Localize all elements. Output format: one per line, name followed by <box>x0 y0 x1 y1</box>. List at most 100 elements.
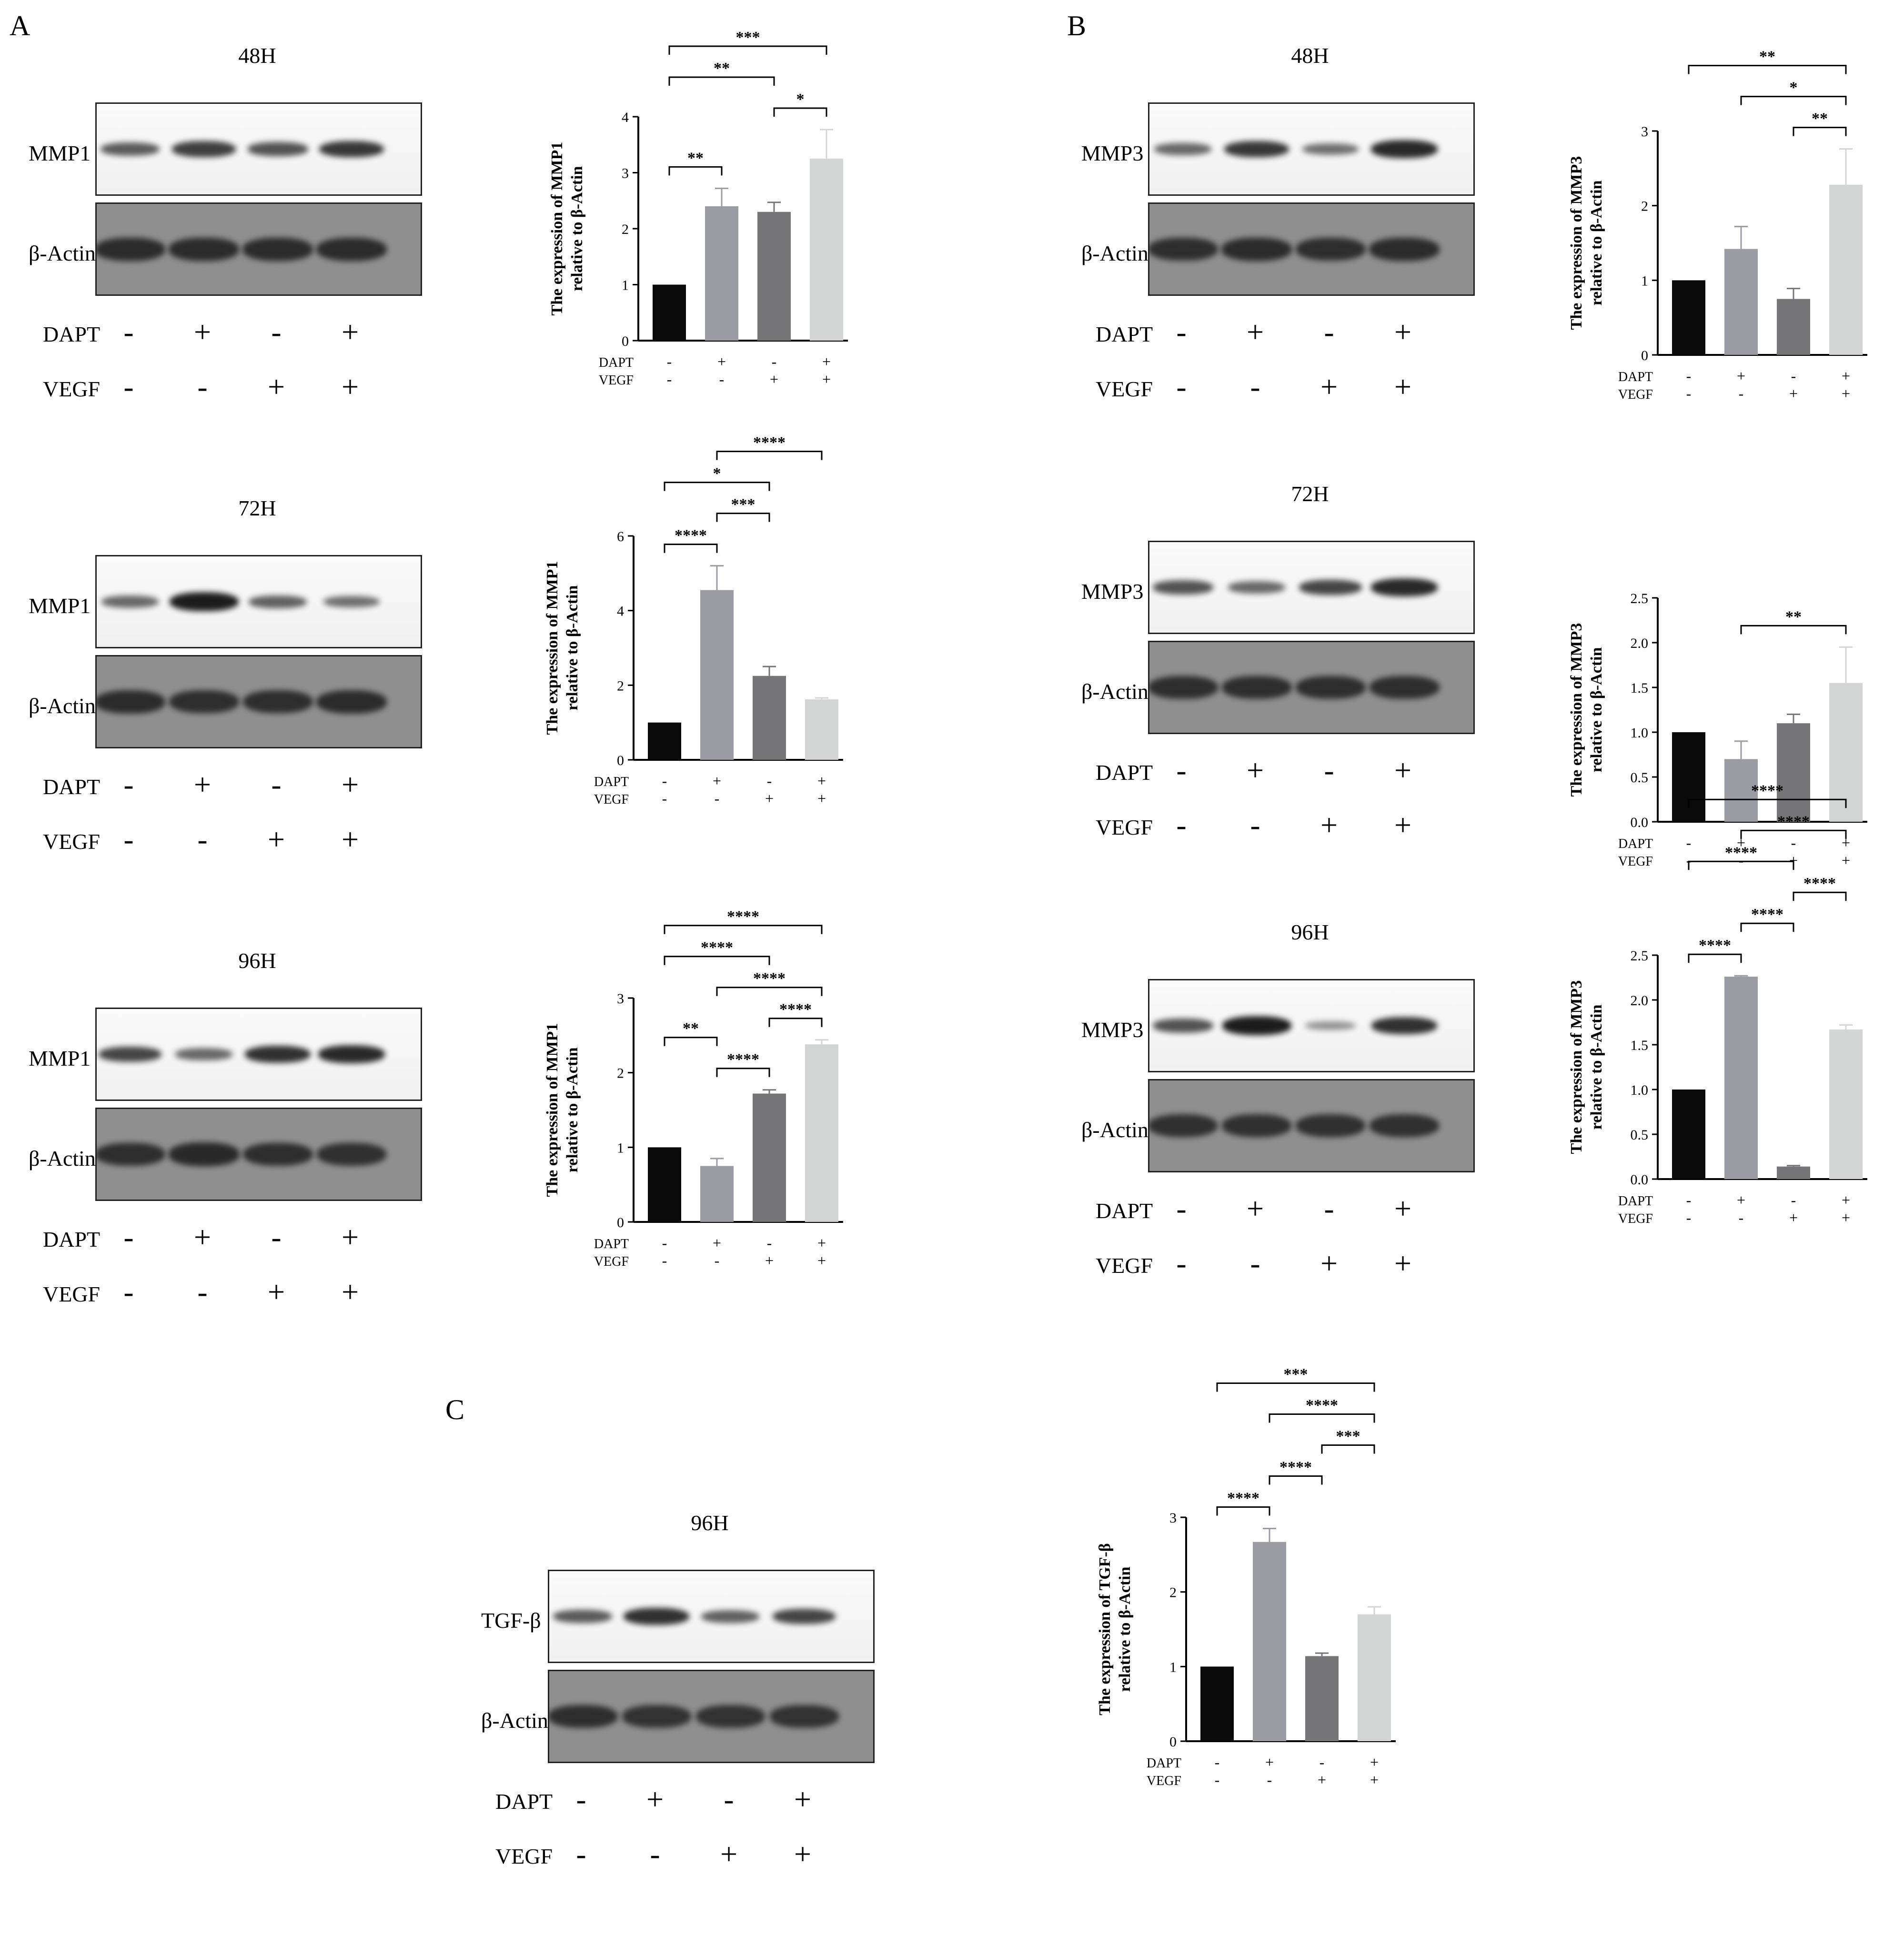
chart-vegf-sign: - <box>1686 852 1692 869</box>
significance-label: * <box>1790 79 1798 97</box>
target-band-box <box>1148 102 1475 196</box>
chart-vegf-sign: + <box>770 371 778 388</box>
chart-vegf-sign: - <box>1686 1209 1692 1226</box>
dapt-sign: + <box>1246 753 1264 787</box>
chart-dapt-label: DAPT <box>594 775 629 789</box>
y-axis-label-line1: The expression of MMP3 <box>1568 156 1585 330</box>
chart-vegf-sign: + <box>1842 1209 1850 1226</box>
chart-vegf-sign: + <box>1318 1771 1326 1788</box>
y-tick-label: 0.0 <box>1631 815 1649 830</box>
y-tick-label: 0 <box>617 753 624 768</box>
significance-label: **** <box>1699 937 1731 954</box>
vegf-sign: - <box>123 822 134 856</box>
y-tick-label: 4 <box>622 110 629 125</box>
chart-dapt-sign: + <box>1737 834 1745 851</box>
blot-time-label: 96H <box>1291 920 1329 944</box>
y-axis-label: The expression of MMP3 relative to β-Acti… <box>1568 980 1605 1154</box>
blot-time-label: 48H <box>238 43 276 68</box>
significance-bracket <box>1216 1382 1375 1392</box>
blot-control-label: β-Actin <box>29 1146 96 1170</box>
dapt-sign: - <box>724 1782 734 1816</box>
y-tick-label: 0.0 <box>1631 1172 1649 1188</box>
actin-band <box>169 237 239 261</box>
actin-band-box <box>1148 202 1475 296</box>
vegf-label: VEGF <box>43 1282 101 1306</box>
y-tick-label: 4 <box>617 604 624 619</box>
dapt-sign: - <box>271 315 282 349</box>
target-band <box>553 1609 613 1624</box>
dapt-label: DAPT <box>1096 760 1153 785</box>
chart-vegf-label: VEGF <box>1618 1211 1653 1226</box>
significance-label: * <box>713 465 721 483</box>
target-band <box>1299 579 1362 595</box>
y-axis-label-line1: The expression of MMP1 <box>544 1023 561 1197</box>
y-tick-label: 1.0 <box>1631 1082 1649 1098</box>
dapt-sign: - <box>1176 315 1187 349</box>
significance-label: **** <box>727 908 759 926</box>
target-band <box>1305 1021 1356 1030</box>
chart-dapt-sign: - <box>1215 1754 1220 1771</box>
significance-label: **** <box>753 434 786 452</box>
chart-dapt-sign: + <box>817 1234 826 1251</box>
chart-dapt-sign: + <box>717 353 726 370</box>
y-tick-label: 1 <box>622 278 629 293</box>
significance-bracket <box>716 451 823 460</box>
target-band <box>1228 581 1286 594</box>
actin-band-box <box>95 1108 422 1201</box>
actin-band <box>769 1705 839 1728</box>
y-tick-label: 0.5 <box>1631 1127 1649 1143</box>
target-band <box>248 595 307 608</box>
chart-vegf-sign: - <box>1215 1771 1220 1788</box>
y-axis-label-line2: relative to β-Actin <box>1116 1567 1134 1692</box>
target-band-box <box>95 1008 422 1101</box>
y-tick-label: 3 <box>622 166 629 182</box>
significance-label: **** <box>1751 906 1783 923</box>
chart-vegf-sign: + <box>1789 852 1798 869</box>
bar <box>705 206 738 341</box>
panel-letter-b: B <box>1067 10 1087 41</box>
vegf-sign: + <box>1394 370 1412 404</box>
actin-band <box>242 690 313 714</box>
target-band <box>101 595 159 608</box>
chart-dapt-label: DAPT <box>599 355 634 370</box>
significance-label: **** <box>701 939 733 957</box>
significance-label: **** <box>1725 844 1757 861</box>
target-band <box>175 1048 233 1060</box>
actin-band <box>1149 237 1218 261</box>
actin-band <box>169 690 239 714</box>
chart-dapt-sign: + <box>1265 1754 1274 1771</box>
target-band-box <box>1148 541 1475 634</box>
significance-bracket <box>1216 1506 1270 1516</box>
dapt-sign: + <box>1246 1191 1264 1225</box>
actin-band <box>316 237 387 261</box>
target-band <box>169 592 239 611</box>
target-band <box>323 595 380 608</box>
significance-bracket <box>1269 1475 1323 1485</box>
blot-target-label: TGF-β <box>481 1608 541 1633</box>
y-axis-label: The expression of MMP3 relative to β-Acti… <box>1568 156 1605 330</box>
vegf-sign: - <box>1250 808 1260 842</box>
actin-band <box>1369 676 1440 699</box>
vegf-sign: + <box>1320 1246 1338 1280</box>
y-axis-label: The expression of TGF-β relative to β-Act… <box>1096 1543 1134 1715</box>
y-axis-label-line1: The expression of MMP3 <box>1568 980 1585 1154</box>
significance-label: ** <box>683 1020 699 1038</box>
vegf-sign: + <box>341 822 359 856</box>
target-band <box>1224 141 1289 158</box>
actin-band <box>622 1705 691 1728</box>
dapt-sign: - <box>1176 1191 1187 1225</box>
vegf-sign: - <box>1176 370 1187 404</box>
chart-dapt-sign: + <box>822 353 831 370</box>
chart-dapt-sign: - <box>1320 1754 1325 1771</box>
significance-label: **** <box>1777 813 1810 830</box>
chart-dapt-sign: + <box>1842 1191 1850 1209</box>
blot-b48: 48H MMP3 β-Actin DAPT VEGF - + - + - - + + <box>1081 38 1558 467</box>
dapt-sign: - <box>123 315 134 349</box>
chart-dapt-sign: - <box>1686 367 1692 384</box>
bar <box>1777 299 1810 355</box>
significance-label: *** <box>736 29 760 46</box>
bar <box>1724 249 1758 355</box>
significance-label: ** <box>1785 608 1802 625</box>
vegf-sign: + <box>1320 370 1338 404</box>
target-band <box>1152 1019 1213 1033</box>
